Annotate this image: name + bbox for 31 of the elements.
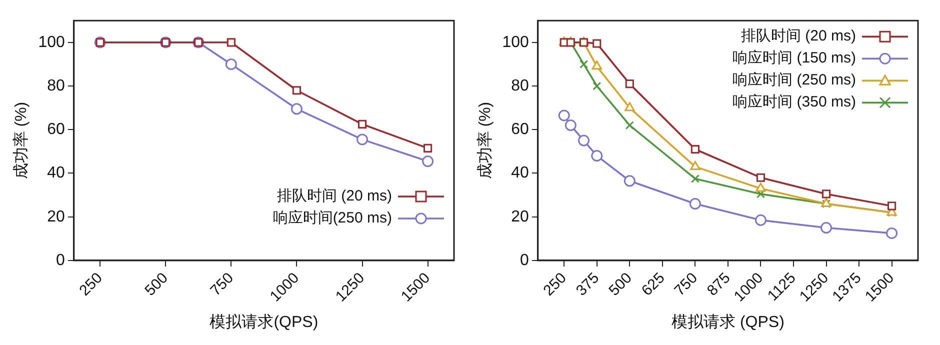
x-axis-title: 模拟请求(QPS) bbox=[210, 312, 318, 331]
x-tick-label: 250 bbox=[540, 270, 570, 300]
y-tick-label: 0 bbox=[56, 252, 65, 269]
x-tick-label: 750 bbox=[207, 270, 237, 300]
y-axis-title: 成功率 (%) bbox=[12, 102, 30, 180]
legend-label: 排队时间 (20 ms) bbox=[276, 188, 392, 205]
y-tick-label: 60 bbox=[511, 121, 529, 138]
x-axis-title: 模拟请求 (QPS) bbox=[672, 312, 784, 331]
x-tick-label: 875 bbox=[704, 270, 734, 300]
y-tick-label: 20 bbox=[47, 208, 65, 226]
y-tick-label: 40 bbox=[47, 164, 65, 182]
y-tick-label: 100 bbox=[38, 34, 65, 51]
y-tick-label: 40 bbox=[511, 164, 529, 182]
x-tick-label: 500 bbox=[606, 270, 636, 300]
x-tick-label: 500 bbox=[142, 270, 172, 300]
y-tick-label: 20 bbox=[511, 208, 529, 226]
x-tick-label: 625 bbox=[638, 270, 668, 300]
y-tick-label: 80 bbox=[511, 77, 529, 94]
legend-label: 响应时间 (350 ms) bbox=[732, 94, 856, 111]
y-tick-label: 60 bbox=[47, 121, 65, 138]
legend-label: 响应时间 (250 ms) bbox=[732, 72, 856, 89]
x-tick-label: 750 bbox=[671, 270, 701, 300]
y-tick-label: 100 bbox=[502, 34, 529, 51]
y-axis-title: 成功率 (%) bbox=[476, 102, 494, 180]
legend-label: 响应时间 (150 ms) bbox=[732, 50, 856, 67]
x-tick-label: 375 bbox=[572, 270, 603, 300]
legend-label: 排队时间 (20 ms) bbox=[740, 28, 856, 45]
y-tick-label: 80 bbox=[47, 77, 65, 94]
y-tick-label: 0 bbox=[520, 252, 529, 269]
x-tick-label: 250 bbox=[76, 270, 106, 300]
legend-label: 响应时间(250 ms) bbox=[272, 210, 392, 227]
